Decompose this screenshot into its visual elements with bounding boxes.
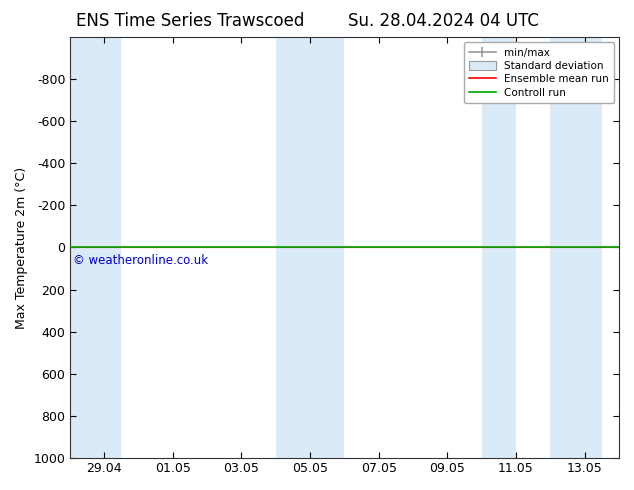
Bar xyxy=(70,37,121,458)
Text: © weatheronline.co.uk: © weatheronline.co.uk xyxy=(73,254,208,267)
Bar xyxy=(482,37,516,458)
Bar xyxy=(276,37,327,458)
Bar xyxy=(550,37,602,458)
Bar xyxy=(327,37,344,458)
Legend: min/max, Standard deviation, Ensemble mean run, Controll run: min/max, Standard deviation, Ensemble me… xyxy=(464,42,614,103)
Text: ENS Time Series Trawscoed: ENS Time Series Trawscoed xyxy=(76,12,304,30)
Y-axis label: Max Temperature 2m (°C): Max Temperature 2m (°C) xyxy=(15,167,28,328)
Text: Su. 28.04.2024 04 UTC: Su. 28.04.2024 04 UTC xyxy=(348,12,540,30)
